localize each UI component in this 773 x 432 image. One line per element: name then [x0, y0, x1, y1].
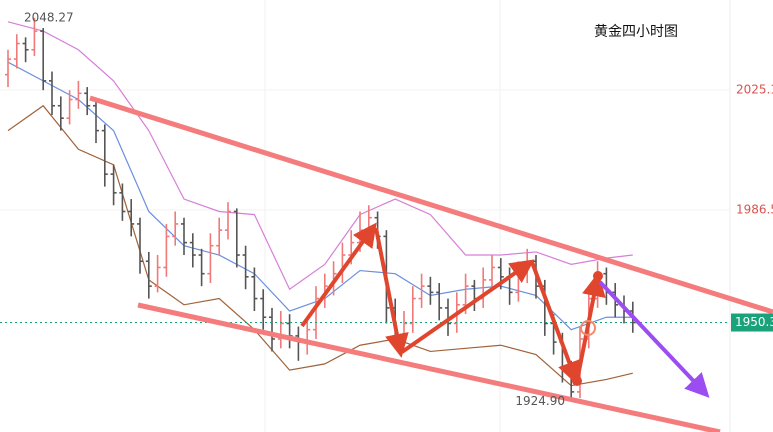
forecast-arrow: [598, 280, 710, 398]
band-line: [7, 21, 633, 291]
arrow: [530, 261, 581, 386]
trend-arrows: [300, 222, 606, 386]
chart-title: 黄金四小时图: [594, 23, 678, 40]
annotations: [89, 95, 773, 432]
arrow: [575, 272, 606, 382]
channel-upper: [89, 95, 773, 315]
arrow: [374, 227, 409, 358]
low-label: 1924.90: [515, 394, 565, 408]
pivot: [593, 271, 603, 281]
arrow: [400, 259, 535, 354]
arrow: [300, 222, 377, 328]
last-price-label: 1950.3: [735, 315, 773, 329]
last-price-box: [731, 313, 773, 332]
y-tick-label: 2025.1: [736, 82, 773, 96]
marker-circle: [580, 320, 596, 336]
high-label: 2048.27: [24, 10, 74, 24]
y-tick-label: 1986.5: [736, 202, 773, 216]
channel-lower: [137, 302, 721, 432]
plot: [0, 17, 730, 402]
pivot: [572, 376, 582, 386]
